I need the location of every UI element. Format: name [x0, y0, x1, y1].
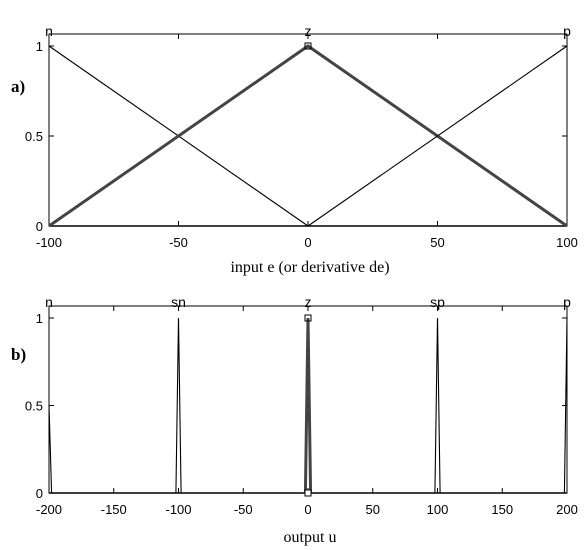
x-tick-label: 50 — [366, 502, 380, 517]
series-line-sn — [175, 317, 182, 494]
plot-frame — [48, 33, 568, 227]
x-tick-label: 0 — [304, 235, 311, 250]
x-tick-label: 200 — [556, 502, 578, 517]
base-marker — [304, 489, 312, 497]
x-tick-label: 150 — [491, 502, 513, 517]
series-label-z: z — [305, 294, 312, 310]
x-tick-label: -150 — [101, 502, 127, 517]
x-tick-label: -200 — [36, 502, 62, 517]
y-tick-label: 1 — [36, 39, 43, 54]
y-tick-label: 0 — [36, 219, 43, 234]
series-line-sp — [434, 317, 441, 494]
x-tick-label: -100 — [36, 235, 62, 250]
y-tick-label: 0.5 — [25, 129, 43, 144]
x-axis-label: input e (or derivative de) — [230, 259, 389, 276]
x-tick-label: 0 — [304, 502, 311, 517]
x-tick-label: -50 — [169, 235, 188, 250]
series-label-p: p — [563, 294, 571, 310]
y-tick-label: 1 — [36, 311, 43, 326]
x-tick-label: 100 — [427, 502, 449, 517]
series-line-p — [307, 45, 568, 227]
series-label-sp: sp — [430, 294, 445, 310]
peak-marker — [304, 314, 312, 322]
panel-label: b) — [11, 345, 26, 364]
series-line-z — [303, 317, 313, 494]
series-label-z: z — [305, 23, 312, 39]
x-tick-label: -100 — [165, 502, 191, 517]
series-label-sn: sn — [171, 294, 186, 310]
series-line-z — [48, 44, 568, 228]
series-label-n: n — [45, 23, 53, 39]
series-label-n: n — [45, 294, 53, 310]
x-axis-label: output u — [284, 529, 337, 546]
series-line-p — [561, 317, 568, 494]
x-tick-label: -50 — [234, 502, 253, 517]
series-label-p: p — [563, 23, 571, 39]
y-tick-label: 0.5 — [25, 399, 43, 414]
peak-marker — [304, 42, 312, 50]
x-tick-label: 50 — [430, 235, 444, 250]
panel-label: a) — [11, 77, 25, 96]
x-tick-label: 100 — [556, 235, 578, 250]
series-line-n — [48, 405, 55, 494]
y-tick-label: 0 — [36, 486, 43, 501]
